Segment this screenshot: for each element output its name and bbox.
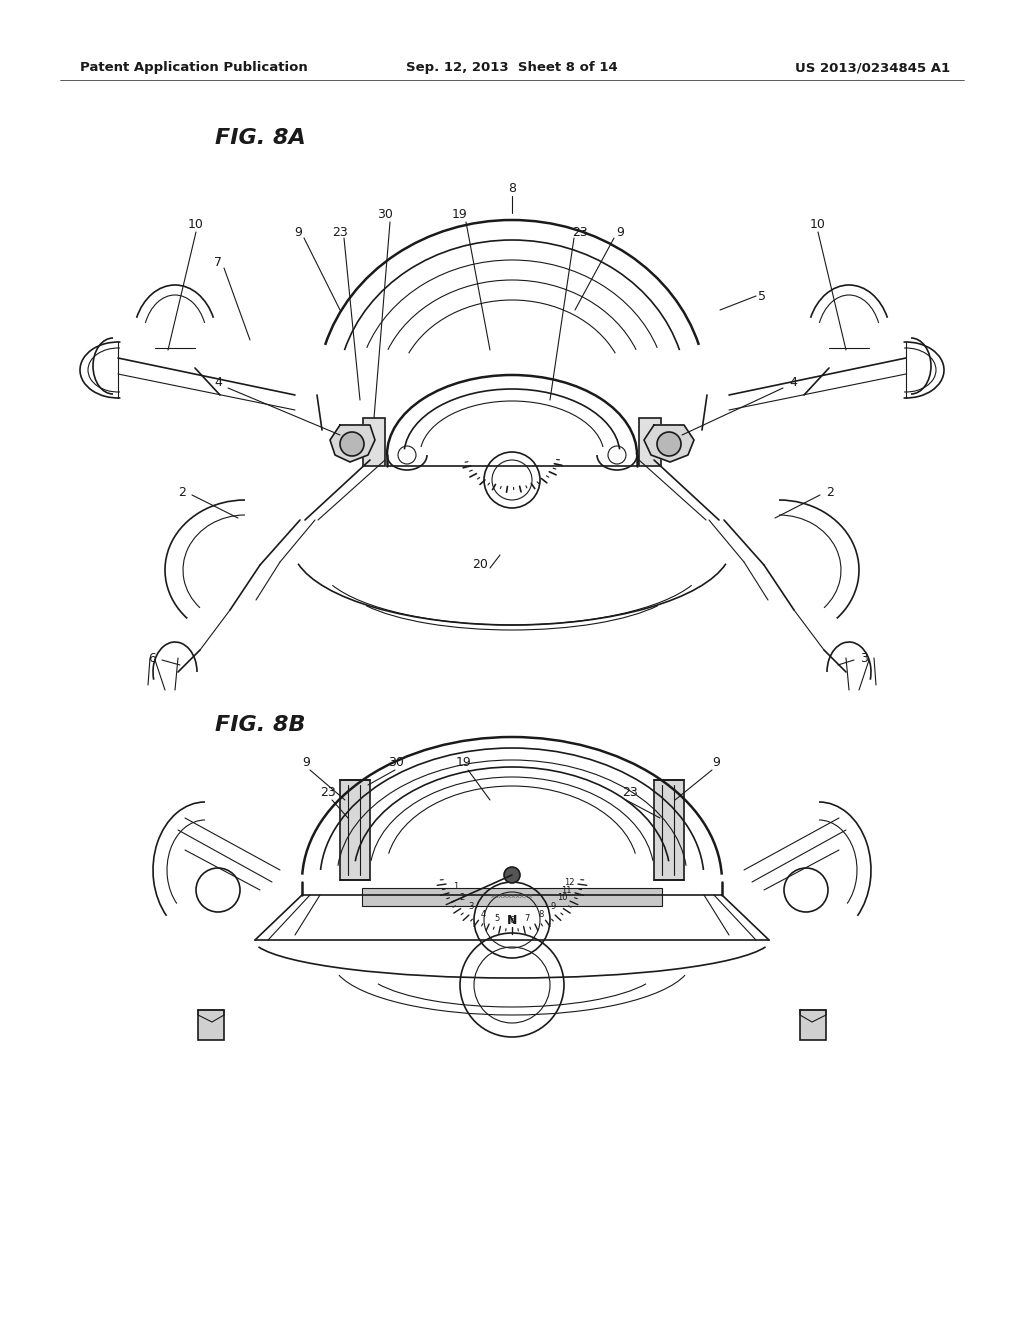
- Text: 23: 23: [623, 785, 638, 799]
- Text: FIG. 8B: FIG. 8B: [215, 715, 305, 735]
- Circle shape: [657, 432, 681, 455]
- Polygon shape: [330, 425, 375, 462]
- Text: US 2013/0234845 A1: US 2013/0234845 A1: [795, 62, 950, 74]
- Text: 5: 5: [758, 289, 766, 302]
- Text: 9: 9: [294, 226, 302, 239]
- Text: 6: 6: [509, 916, 515, 925]
- Text: 2: 2: [459, 894, 465, 902]
- Bar: [198, 1010, 224, 1040]
- Text: 19: 19: [456, 755, 472, 768]
- Polygon shape: [644, 425, 694, 462]
- Text: 30: 30: [377, 209, 393, 222]
- Text: 9: 9: [616, 226, 624, 239]
- Text: 5: 5: [495, 915, 500, 923]
- Text: 4: 4: [790, 375, 797, 388]
- Bar: [340, 780, 370, 880]
- Text: N: N: [507, 913, 517, 927]
- Text: 3: 3: [468, 903, 474, 912]
- Text: 10: 10: [810, 219, 826, 231]
- Text: 4: 4: [214, 375, 222, 388]
- Text: 3: 3: [860, 652, 868, 664]
- Text: 23: 23: [332, 226, 348, 239]
- Text: 7: 7: [524, 915, 529, 923]
- Text: 7: 7: [214, 256, 222, 268]
- Bar: [800, 1010, 826, 1040]
- Text: 9: 9: [302, 755, 310, 768]
- Text: 23: 23: [572, 226, 588, 239]
- Text: 1: 1: [454, 882, 459, 891]
- Text: 2: 2: [826, 486, 834, 499]
- Circle shape: [504, 867, 520, 883]
- Circle shape: [340, 432, 364, 455]
- Text: 4: 4: [480, 909, 485, 919]
- Text: 20: 20: [472, 558, 488, 572]
- Text: 8: 8: [508, 181, 516, 194]
- Text: 10: 10: [557, 894, 567, 902]
- Text: 19: 19: [453, 209, 468, 222]
- Text: 12: 12: [564, 878, 574, 887]
- Text: XXXXXXXXXX: XXXXXXXXXX: [490, 895, 534, 899]
- Text: 8: 8: [539, 909, 544, 919]
- Text: 11: 11: [561, 886, 571, 895]
- Text: 9: 9: [712, 755, 720, 768]
- Bar: [654, 780, 684, 880]
- Text: 2: 2: [178, 486, 186, 499]
- Text: 6: 6: [148, 652, 156, 664]
- Text: 9: 9: [550, 903, 556, 912]
- Text: Sep. 12, 2013  Sheet 8 of 14: Sep. 12, 2013 Sheet 8 of 14: [407, 62, 617, 74]
- Text: FIG. 8A: FIG. 8A: [215, 128, 306, 148]
- Text: 23: 23: [321, 785, 336, 799]
- Bar: [362, 418, 385, 466]
- Text: 30: 30: [388, 755, 403, 768]
- Bar: [362, 888, 662, 906]
- Text: Patent Application Publication: Patent Application Publication: [80, 62, 308, 74]
- Bar: [639, 418, 662, 466]
- Text: 10: 10: [188, 219, 204, 231]
